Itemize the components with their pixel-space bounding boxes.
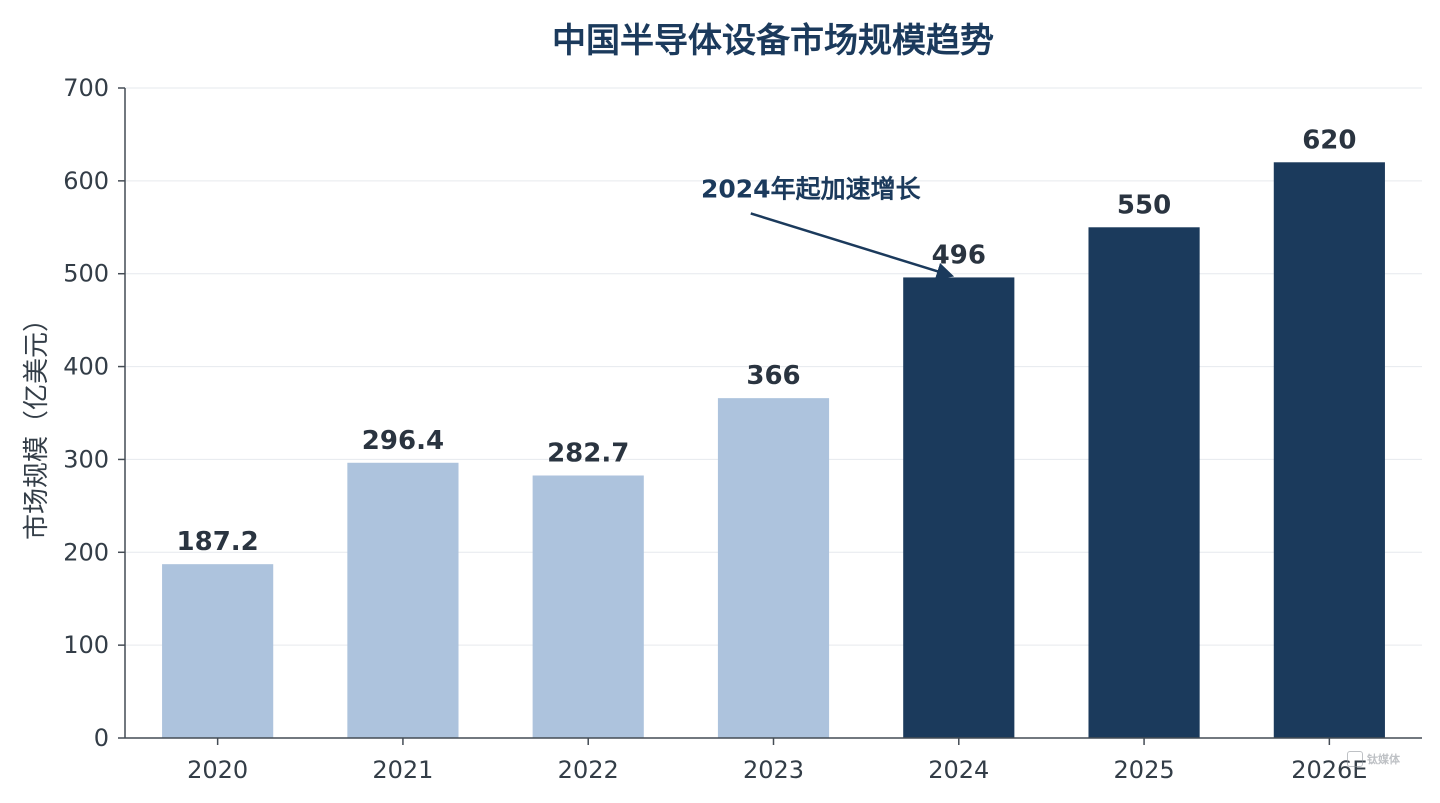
annotation: 2024年起加速增长 — [701, 174, 955, 280]
y-tick-label: 600 — [63, 167, 109, 195]
x-tick-label: 2024 — [928, 756, 989, 784]
y-tick-label: 400 — [63, 353, 109, 381]
annotation-arrow — [750, 212, 955, 280]
labels-layer: 187.2 296.4 282.7 366 496 550 620 — [177, 125, 1357, 557]
chart-title: 中国半导体设备市场规模趋势 — [552, 21, 994, 61]
logo-mark-icon — [1347, 751, 1363, 767]
x-tick-label: 2020 — [187, 756, 248, 784]
x-tick-label: 2022 — [558, 756, 619, 784]
bar-2021 — [347, 462, 459, 738]
y-tick-label: 100 — [63, 631, 109, 659]
y-tick-label: 200 — [63, 538, 109, 566]
x-tick-label: 2025 — [1114, 756, 1175, 784]
bar-2024 — [903, 277, 1015, 738]
data-label-2022: 282.7 — [547, 438, 629, 468]
y-tick-label: 500 — [63, 260, 109, 288]
data-label-2026E: 620 — [1302, 125, 1356, 155]
bars-layer — [162, 162, 1385, 739]
watermark: 钛媒体 — [1347, 751, 1400, 767]
y-axis-label: 市场规模（亿美元） — [22, 306, 52, 540]
data-label-2020: 187.2 — [177, 527, 259, 557]
x-tick-label: 2023 — [743, 756, 804, 784]
annotation-text: 2024年起加速增长 — [701, 174, 922, 203]
data-label-2025: 550 — [1117, 190, 1171, 220]
x-tick-label: 2021 — [372, 756, 433, 784]
data-label-2023: 366 — [746, 361, 800, 391]
watermark-text: 钛媒体 — [1367, 753, 1400, 766]
bar-2020 — [162, 564, 274, 738]
y-tick-label: 700 — [63, 74, 109, 102]
data-label-2024: 496 — [932, 240, 986, 270]
y-tick-label: 0 — [94, 724, 109, 752]
y-tick-label: 300 — [63, 445, 109, 473]
bar-2023 — [717, 398, 830, 738]
bar-2026E — [1273, 162, 1385, 739]
bar-2025 — [1088, 227, 1200, 739]
axis-layer: 0 100 200 300 400 500 600 700 2020 2021 2022 2023 20… — [63, 74, 1422, 784]
data-label-2021: 296.4 — [362, 426, 444, 456]
bar-2022 — [532, 475, 644, 738]
x-tick-label: 2026E — [1291, 756, 1367, 784]
